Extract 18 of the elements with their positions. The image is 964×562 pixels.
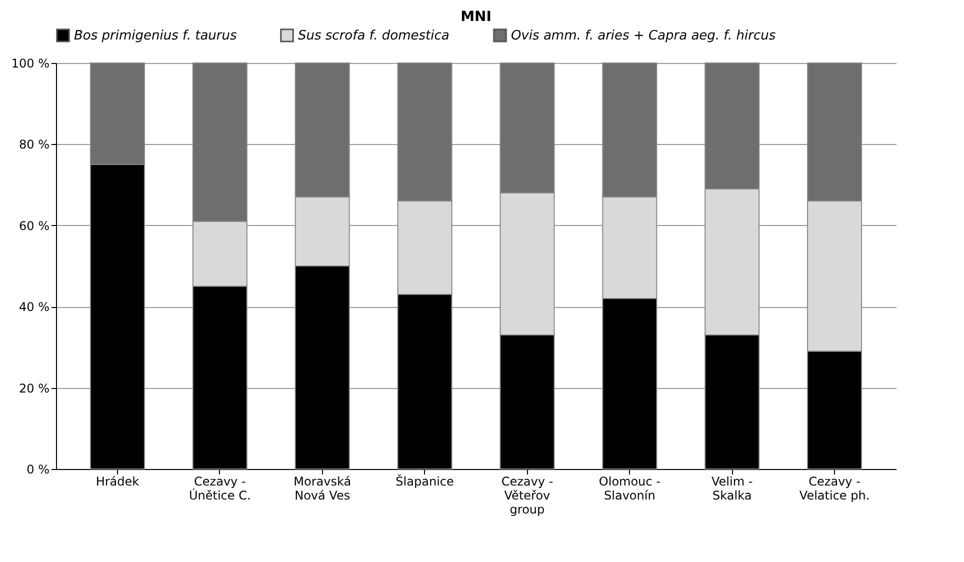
- y-tick-label: 80 %: [19, 138, 50, 152]
- y-tick-label: 20 %: [19, 381, 50, 396]
- y-tick-label: 40 %: [19, 300, 50, 314]
- chart-title: MNI: [460, 9, 492, 25]
- x-tick-label: Cezavy - Věteřov group: [501, 474, 554, 516]
- legend-label: Bos primigenius f. taurus: [74, 28, 238, 44]
- x-tick-label: Cezavy - Velatice ph.: [799, 474, 870, 502]
- x-tick-label: Moravská Nová Ves: [294, 474, 352, 502]
- x-tick-label: Šlapanice: [396, 474, 454, 488]
- x-tick-label: Hrádek: [96, 474, 140, 488]
- y-tick-label: 60 %: [19, 218, 50, 233]
- x-tick-label: Cezavy - Únětice C.: [188, 474, 251, 502]
- x-tick-label: Olomouc - Slavonín: [598, 474, 660, 502]
- x-tick-label: Velim - Skalka: [712, 474, 753, 502]
- legend-label: Ovis amm. f. aries + Capra aeg. f. hircus: [511, 28, 776, 44]
- y-tick-label: 100 %: [11, 56, 50, 70]
- legend-label: Sus scrofa f. domestica: [298, 28, 450, 44]
- y-tick-label: 0 %: [26, 462, 50, 476]
